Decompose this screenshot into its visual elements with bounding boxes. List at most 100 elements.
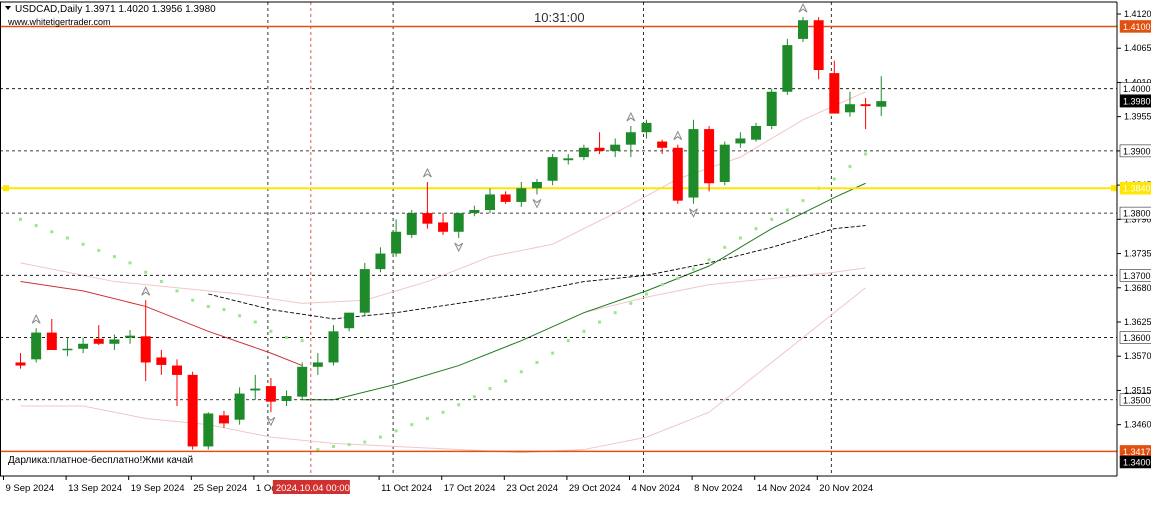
psar-dot — [82, 243, 85, 246]
psar-dot — [144, 271, 147, 274]
price-level-tag-label: 1.3400 — [1123, 458, 1151, 468]
time-axis-label: 20 Nov 2024 — [819, 483, 873, 494]
candle-body — [344, 313, 354, 329]
candle-body — [767, 92, 777, 126]
psar-dot — [567, 339, 570, 342]
psar-dot — [410, 423, 413, 426]
candle-body — [751, 126, 761, 140]
time-axis-label: 19 Sep 2024 — [131, 483, 185, 494]
psar-dot — [848, 165, 851, 168]
price-level-tag-label: 1.4100 — [1123, 22, 1151, 32]
psar-dot — [676, 277, 679, 280]
candle-body — [814, 20, 824, 70]
psar-dot — [457, 403, 460, 406]
time-axis-label: 29 Oct 2024 — [569, 483, 621, 494]
psar-dot — [629, 302, 632, 305]
symbol-ohlc-line: USDCAD,Daily 1.3971 1.4020 1.3956 1.3980 — [15, 4, 216, 15]
candle-body — [219, 415, 229, 423]
candle-body — [610, 145, 620, 151]
psar-dot — [770, 218, 773, 221]
candle-body — [188, 375, 198, 447]
price-axis-label: 1.4120 — [1124, 9, 1151, 19]
time-axis-label: 23 Oct 2024 — [506, 483, 558, 494]
candle-body — [657, 142, 667, 148]
psar-dot — [35, 224, 38, 227]
candle-body — [31, 333, 41, 360]
psar-dot — [254, 321, 257, 324]
candle-body — [454, 213, 464, 232]
psar-dot — [191, 299, 194, 302]
price-level-tag-label: 1.3800 — [1123, 209, 1151, 219]
candle-body — [125, 336, 135, 338]
psar-dot — [19, 218, 22, 221]
price-axis-label: 1.3680 — [1124, 283, 1151, 293]
candle-body — [250, 389, 260, 391]
candle-body — [141, 336, 151, 362]
level-anchor-marker — [1111, 185, 1117, 191]
psar-dot — [222, 308, 225, 311]
psar-dot — [473, 395, 476, 398]
crosshair-date-label: 2024.10.04 00:00 — [276, 483, 350, 494]
candle-body — [798, 20, 808, 39]
psar-dot — [442, 411, 445, 414]
psar-dot — [864, 153, 867, 156]
psar-dot — [802, 199, 805, 202]
psar-dot — [755, 227, 758, 230]
time-axis-label: 25 Sep 2024 — [193, 483, 247, 494]
psar-dot — [692, 268, 695, 271]
psar-dot — [504, 380, 507, 383]
clock-label: 10:31:00 — [534, 10, 585, 25]
psar-dot — [348, 443, 351, 446]
candle-body — [313, 362, 323, 366]
candle-body — [532, 182, 542, 188]
candle-body — [94, 339, 104, 344]
psar-dot — [97, 249, 100, 252]
psar-dot — [379, 436, 382, 439]
psar-dot — [332, 445, 335, 448]
psar-dot — [520, 370, 523, 373]
candle-body — [438, 222, 448, 231]
candle-body — [78, 344, 88, 349]
time-axis-label: 13 Sep 2024 — [68, 483, 122, 494]
psar-dot — [285, 336, 288, 339]
candle-body — [861, 104, 871, 106]
candle-body — [109, 339, 119, 343]
candle-body — [297, 367, 307, 397]
candle-body — [516, 188, 526, 202]
candle-body — [563, 158, 573, 160]
price-axis-label: 1.4065 — [1124, 43, 1151, 53]
time-axis-label: 14 Nov 2024 — [757, 483, 811, 494]
price-axis-label: 1.3735 — [1124, 249, 1151, 259]
candle-body — [688, 129, 698, 197]
psar-dot — [739, 237, 742, 240]
price-level-tag-label: 1.4000 — [1123, 84, 1151, 94]
website-label: www.whitetigertrader.com — [7, 17, 111, 27]
candle-body — [62, 349, 72, 351]
candle-body — [407, 213, 417, 235]
psar-dot — [426, 417, 429, 420]
psar-dot — [238, 314, 241, 317]
price-level-tag-label: 1.3600 — [1123, 333, 1151, 343]
candle-body — [845, 104, 855, 112]
psar-dot — [582, 330, 585, 333]
level-anchor-marker — [3, 185, 9, 191]
psar-dot — [645, 293, 648, 296]
time-axis-label: 9 Sep 2024 — [6, 483, 55, 494]
candle-body — [626, 132, 636, 144]
time-axis-label: 8 Nov 2024 — [694, 483, 743, 494]
candle-body — [720, 145, 730, 182]
candle-body — [876, 101, 886, 107]
price-level-tag-label: 1.3980 — [1123, 97, 1151, 107]
candle-body — [16, 362, 26, 365]
candle-body — [501, 194, 511, 201]
psar-dot — [551, 352, 554, 355]
candle-body — [485, 194, 495, 210]
footer-message: Дарлика:платное-бесплатно!Жми качай — [8, 454, 193, 466]
candle-body — [391, 232, 401, 254]
psar-dot — [113, 255, 116, 258]
psar-dot — [786, 209, 789, 212]
candle-body — [704, 129, 714, 183]
price-level-tag-label: 1.3840 — [1123, 184, 1151, 194]
